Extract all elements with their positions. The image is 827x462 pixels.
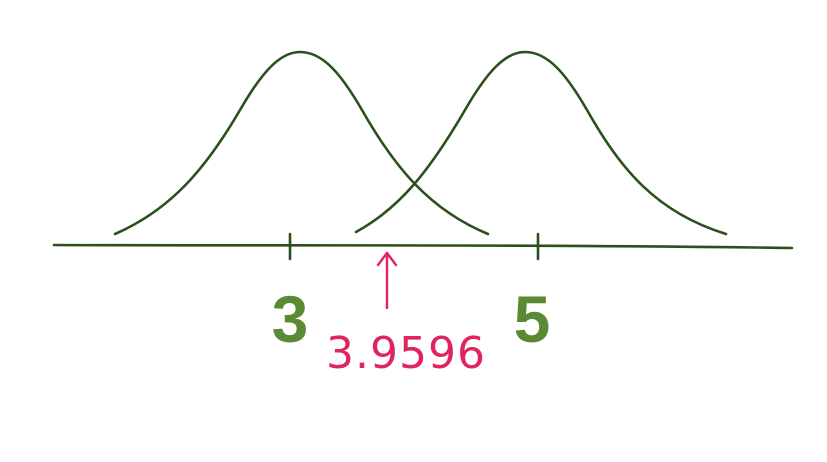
tick-label-5: 5 [514,282,551,356]
tick-label-3: 3 [272,282,309,356]
right-distribution-curve [354,50,728,236]
left-distribution-curve [113,50,490,236]
marker-value-label: 3.9596 [326,328,486,379]
marker-arrow-icon [376,251,398,310]
number-line [52,243,794,250]
